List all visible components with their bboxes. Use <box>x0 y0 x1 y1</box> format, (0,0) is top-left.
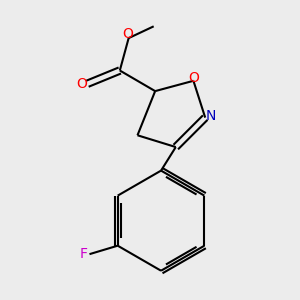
Text: O: O <box>122 27 134 41</box>
Text: O: O <box>189 70 200 85</box>
Text: F: F <box>80 247 88 261</box>
Text: O: O <box>76 77 87 91</box>
Text: N: N <box>206 110 216 123</box>
